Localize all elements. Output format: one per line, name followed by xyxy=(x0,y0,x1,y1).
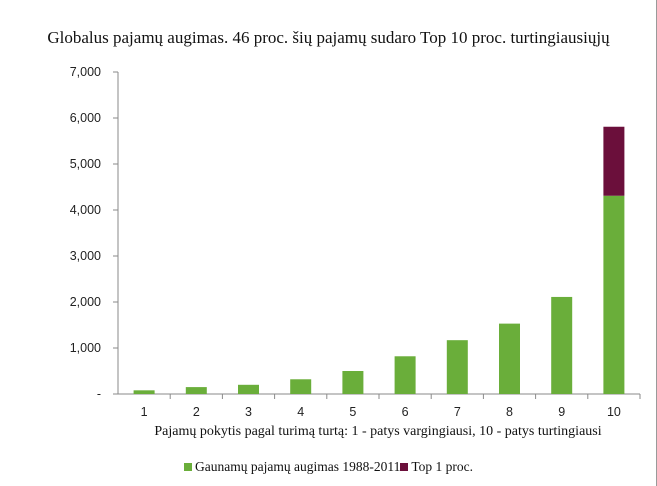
x-tick-label: 7 xyxy=(454,405,461,419)
y-tick-label: 7,000 xyxy=(70,65,101,79)
bar-growth-9 xyxy=(551,296,573,394)
legend-label-series-1: Gaunamų pajamų augimas 1988-2011 xyxy=(195,459,401,474)
x-tick-label: 1 xyxy=(141,405,148,419)
legend-swatch-series-2 xyxy=(400,463,409,471)
bar-growth-7 xyxy=(446,340,468,394)
x-tick-label: 9 xyxy=(558,405,565,419)
x-tick-label: 5 xyxy=(349,405,356,419)
legend-label-series-2: Top 1 proc. xyxy=(411,459,473,474)
chart-axes: - 1,000 2,000 3,000 4,000 5,000 6,000 7,000 1 2 3 4… xyxy=(70,65,641,419)
bar-growth-3 xyxy=(238,384,259,394)
bar-growth-6 xyxy=(394,356,416,394)
y-tick-label: 2,000 xyxy=(70,295,101,309)
y-tick-label: 4,000 xyxy=(70,203,101,217)
legend-item-series-1: Gaunamų pajamų augimas 1988-2011 xyxy=(184,459,400,475)
x-tick-label: 2 xyxy=(193,405,200,419)
x-axis-label: Pajamų pokytis pagal turimą turtą: 1 - p… xyxy=(154,424,601,439)
bar-growth-4 xyxy=(290,379,312,394)
y-tick-label: 6,000 xyxy=(70,111,101,125)
y-tick-label: - xyxy=(97,387,101,401)
y-tick-label: 3,000 xyxy=(70,249,101,263)
x-tick-label: 10 xyxy=(607,405,621,419)
bar-growth-10 xyxy=(603,195,625,394)
bar-top1-10 xyxy=(603,126,625,196)
y-tick-label: 1,000 xyxy=(70,341,101,355)
y-tick-label: 5,000 xyxy=(70,157,101,171)
bar-growth-5 xyxy=(342,371,364,394)
legend-item-series-2: Top 1 proc. xyxy=(400,459,473,475)
chart-bars xyxy=(133,126,625,394)
x-tick-label: 3 xyxy=(245,405,252,419)
x-tick-label: 8 xyxy=(506,405,513,419)
bar-growth-8 xyxy=(499,323,520,394)
legend-swatch-series-1 xyxy=(184,463,192,471)
chart-legend: Gaunamų pajamų augimas 1988-2011 Top 1 p… xyxy=(0,459,657,475)
x-tick-label: 6 xyxy=(402,405,409,419)
chart-title: Globalus pajamų augimas. 46 proc. šių pa… xyxy=(47,28,610,47)
bar-growth-2 xyxy=(185,387,207,394)
bar-growth-1 xyxy=(133,390,155,394)
x-tick-label: 4 xyxy=(297,405,304,419)
